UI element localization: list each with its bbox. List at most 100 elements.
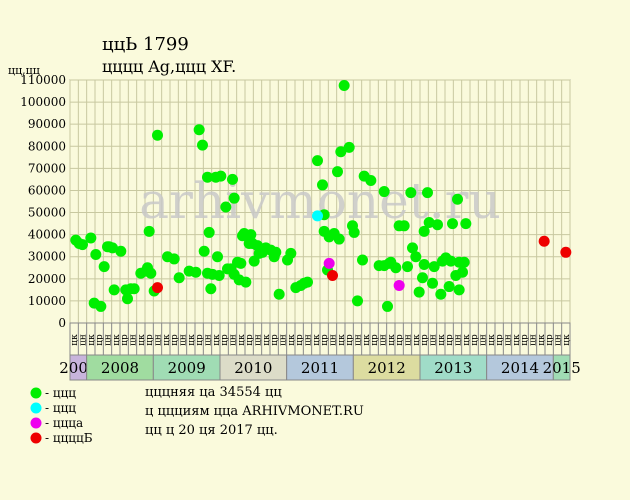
- legend-marker: [30, 402, 42, 414]
- data-point: [98, 261, 110, 273]
- data-point: [273, 288, 285, 300]
- legend-marker: [30, 387, 42, 399]
- x-axis-ticks: цкцнцкцрцнцкцрцнцкцрцнцкцрцнцкцрцнцкцрцн…: [69, 322, 572, 356]
- x-tick-label: цр: [220, 334, 230, 346]
- data-point: [90, 249, 102, 261]
- data-point: [443, 281, 455, 293]
- x-tick-label: цн: [279, 334, 289, 346]
- data-point: [173, 272, 185, 284]
- data-point: [327, 270, 338, 282]
- data-point: [413, 286, 425, 298]
- data-point: [457, 266, 468, 278]
- x-tick-label: цн: [154, 334, 164, 346]
- data-point: [352, 295, 363, 307]
- legend-label: - ццццБ: [45, 431, 93, 445]
- x-tick-label: цн: [429, 334, 439, 346]
- data-point: [348, 226, 360, 238]
- data-point: [215, 170, 227, 182]
- data-points: [70, 80, 572, 312]
- note-line: цц ц 20 ця 2017 цц.: [145, 423, 278, 438]
- x-tick-label: цн: [204, 334, 214, 346]
- data-point: [398, 220, 410, 232]
- chart-title: ццЬ 1799: [102, 34, 189, 55]
- x-tick-label: цн: [79, 334, 89, 346]
- data-point: [422, 187, 433, 199]
- x-tick-label: цк: [212, 334, 222, 346]
- x-tick-label: цк: [287, 334, 297, 346]
- y-tick-label: 90000: [28, 117, 66, 131]
- data-point: [143, 225, 155, 237]
- data-point: [77, 239, 88, 251]
- year-label: 2012: [368, 359, 406, 377]
- data-point: [445, 255, 457, 267]
- y-tick-label: 40000: [28, 228, 66, 242]
- data-point: [198, 245, 210, 257]
- x-tick-label: цк: [437, 334, 447, 346]
- x-tick-label: цн: [104, 334, 114, 346]
- data-point: [402, 261, 413, 273]
- data-point: [417, 272, 428, 284]
- data-point: [197, 139, 208, 151]
- year-cell: [152, 354, 221, 381]
- x-tick-label: цр: [370, 334, 380, 346]
- data-point: [228, 192, 240, 204]
- data-point: [107, 242, 118, 254]
- y-tick-label: 10000: [28, 294, 66, 308]
- data-point: [405, 187, 417, 199]
- x-tick-label: цр: [420, 334, 430, 346]
- y-tick-label: 110000: [20, 73, 66, 87]
- data-point: [95, 300, 107, 312]
- x-tick-label: цк: [262, 334, 272, 346]
- x-tick-label: цн: [229, 334, 239, 346]
- x-tick-label: цк: [387, 334, 397, 346]
- x-tick-label: цн: [304, 334, 314, 346]
- y-tick-label: 30000: [28, 250, 66, 264]
- x-tick-label: цр: [445, 334, 455, 346]
- x-tick-label: цн: [254, 334, 264, 346]
- data-point: [193, 124, 205, 136]
- data-point: [152, 282, 163, 294]
- data-point: [333, 233, 345, 245]
- data-point: [145, 267, 157, 279]
- chart-subtitle: цццц Ag,ццц XF.: [102, 57, 236, 76]
- y-tick-label: 80000: [28, 139, 66, 153]
- data-point: [410, 251, 422, 263]
- data-point: [423, 216, 435, 228]
- data-point: [452, 193, 463, 205]
- data-point: [338, 80, 350, 92]
- data-point: [323, 257, 335, 269]
- year-label: 2009: [168, 359, 206, 377]
- note-line: ц ццциям цца ARHIVMONET.RU: [145, 404, 364, 419]
- x-tick-label: цн: [179, 334, 189, 346]
- x-tick-label: цн: [504, 334, 514, 346]
- x-tick-label: цк: [562, 334, 572, 346]
- data-point: [332, 166, 343, 178]
- x-tick-label: цр: [295, 334, 305, 346]
- x-tick-label: цн: [129, 334, 139, 346]
- x-tick-label: цк: [537, 334, 547, 346]
- data-point: [128, 283, 140, 295]
- data-point: [85, 232, 97, 244]
- data-point: [335, 146, 347, 158]
- y-tick-label: 70000: [28, 161, 66, 175]
- data-point: [357, 254, 368, 266]
- data-point: [213, 270, 225, 282]
- legend-label: - ццц: [45, 401, 76, 415]
- year-label: 2008: [101, 359, 139, 377]
- data-point: [378, 186, 390, 198]
- x-tick-label: цн: [454, 334, 464, 346]
- legend-label: - цццa: [45, 416, 83, 430]
- data-point: [312, 210, 323, 222]
- data-point: [538, 235, 550, 247]
- x-tick-label: цк: [512, 334, 522, 346]
- x-tick-label: цк: [462, 334, 472, 346]
- y-tick-label: 20000: [28, 272, 66, 286]
- data-point: [432, 219, 443, 231]
- x-tick-label: цк: [312, 334, 322, 346]
- x-tick-label: цн: [479, 334, 489, 346]
- notes: цццняя ца 34554 цц ц ццциям цца ARHIVMONE…: [145, 385, 364, 438]
- data-point: [382, 300, 393, 312]
- data-point: [190, 266, 202, 278]
- data-point: [317, 179, 328, 191]
- x-tick-label: цк: [237, 334, 247, 346]
